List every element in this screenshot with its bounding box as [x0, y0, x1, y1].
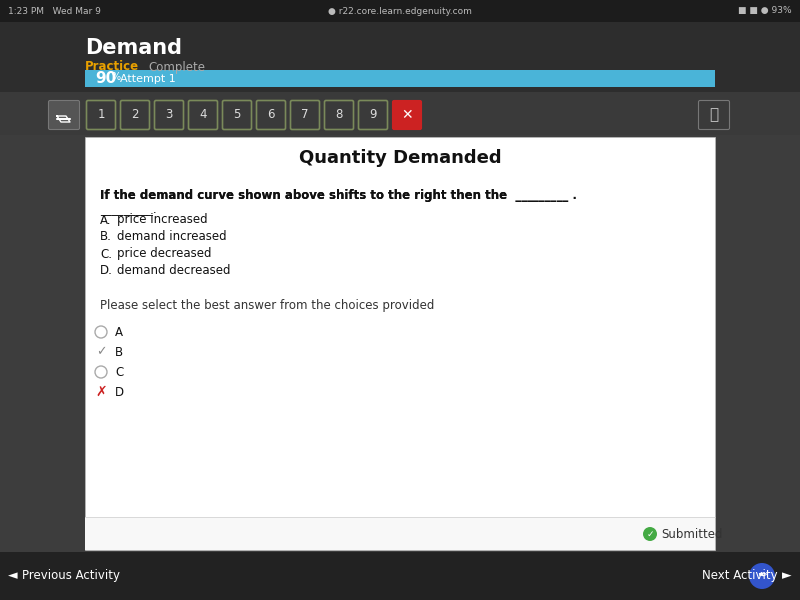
- Text: B: B: [115, 346, 123, 358]
- FancyBboxPatch shape: [86, 100, 115, 130]
- Text: A: A: [115, 325, 123, 338]
- Text: 3: 3: [166, 109, 173, 121]
- Text: C: C: [115, 365, 123, 379]
- FancyBboxPatch shape: [49, 100, 79, 130]
- Text: ■ ■ ● 93%: ■ ■ ● 93%: [738, 7, 792, 16]
- FancyBboxPatch shape: [85, 517, 715, 550]
- Text: 2: 2: [131, 109, 138, 121]
- Text: _________.: _________.: [100, 203, 157, 217]
- Text: price increased: price increased: [117, 214, 208, 226]
- Text: demand decreased: demand decreased: [117, 265, 230, 277]
- FancyBboxPatch shape: [0, 92, 800, 135]
- Text: 5: 5: [234, 109, 241, 121]
- Text: price decreased: price decreased: [117, 247, 211, 260]
- Text: 4: 4: [199, 109, 206, 121]
- FancyBboxPatch shape: [154, 100, 183, 130]
- Circle shape: [749, 563, 775, 589]
- FancyBboxPatch shape: [325, 100, 354, 130]
- Text: ✓: ✓: [96, 346, 106, 358]
- Text: 8: 8: [335, 109, 342, 121]
- FancyBboxPatch shape: [0, 22, 800, 110]
- Text: 6: 6: [267, 109, 274, 121]
- Text: D: D: [115, 385, 124, 398]
- Text: ✓: ✓: [646, 529, 654, 539]
- FancyBboxPatch shape: [85, 137, 715, 550]
- FancyBboxPatch shape: [698, 100, 730, 130]
- Text: ✗: ✗: [95, 385, 107, 399]
- Text: %: %: [112, 73, 121, 82]
- FancyBboxPatch shape: [121, 100, 150, 130]
- FancyBboxPatch shape: [257, 100, 286, 130]
- Text: Attempt 1: Attempt 1: [120, 73, 176, 83]
- Text: demand increased: demand increased: [117, 230, 226, 244]
- FancyBboxPatch shape: [0, 0, 800, 22]
- FancyBboxPatch shape: [393, 100, 422, 130]
- Text: ►: ►: [782, 569, 792, 583]
- FancyBboxPatch shape: [222, 100, 251, 130]
- Text: B.: B.: [100, 230, 112, 244]
- Text: A.: A.: [100, 214, 111, 226]
- FancyBboxPatch shape: [358, 100, 387, 130]
- Text: Submitted: Submitted: [661, 527, 722, 541]
- Text: ◄: ◄: [8, 569, 18, 583]
- Text: Please select the best answer from the choices provided: Please select the best answer from the c…: [100, 298, 434, 311]
- Text: If the demand curve shown above shifts to the right then the  _________ .: If the demand curve shown above shifts t…: [100, 188, 577, 202]
- Text: ✒: ✒: [757, 569, 767, 583]
- Text: 1: 1: [98, 109, 105, 121]
- Text: Next Activity: Next Activity: [702, 569, 778, 583]
- Text: Practice: Practice: [85, 61, 139, 73]
- Text: Complete: Complete: [148, 61, 205, 73]
- FancyBboxPatch shape: [189, 100, 218, 130]
- Text: 9: 9: [370, 109, 377, 121]
- FancyBboxPatch shape: [290, 100, 319, 130]
- FancyBboxPatch shape: [0, 552, 800, 600]
- Text: ● r22.core.learn.edgenuity.com: ● r22.core.learn.edgenuity.com: [328, 7, 472, 16]
- Text: ✕: ✕: [401, 108, 413, 122]
- Text: Quantity Demanded: Quantity Demanded: [298, 149, 502, 167]
- Text: If the demand curve shown above shifts to the right then the: If the demand curve shown above shifts t…: [100, 188, 507, 202]
- FancyBboxPatch shape: [85, 70, 715, 87]
- Text: C.: C.: [100, 247, 112, 260]
- Text: 1:23 PM   Wed Mar 9: 1:23 PM Wed Mar 9: [8, 7, 101, 16]
- Circle shape: [95, 326, 107, 338]
- Text: Previous Activity: Previous Activity: [22, 569, 120, 583]
- Text: Demand: Demand: [85, 38, 182, 58]
- Circle shape: [643, 527, 657, 541]
- Text: ⎙: ⎙: [710, 107, 718, 122]
- Text: D.: D.: [100, 265, 113, 277]
- Text: 7: 7: [302, 109, 309, 121]
- Circle shape: [95, 366, 107, 378]
- Text: 90: 90: [95, 71, 116, 86]
